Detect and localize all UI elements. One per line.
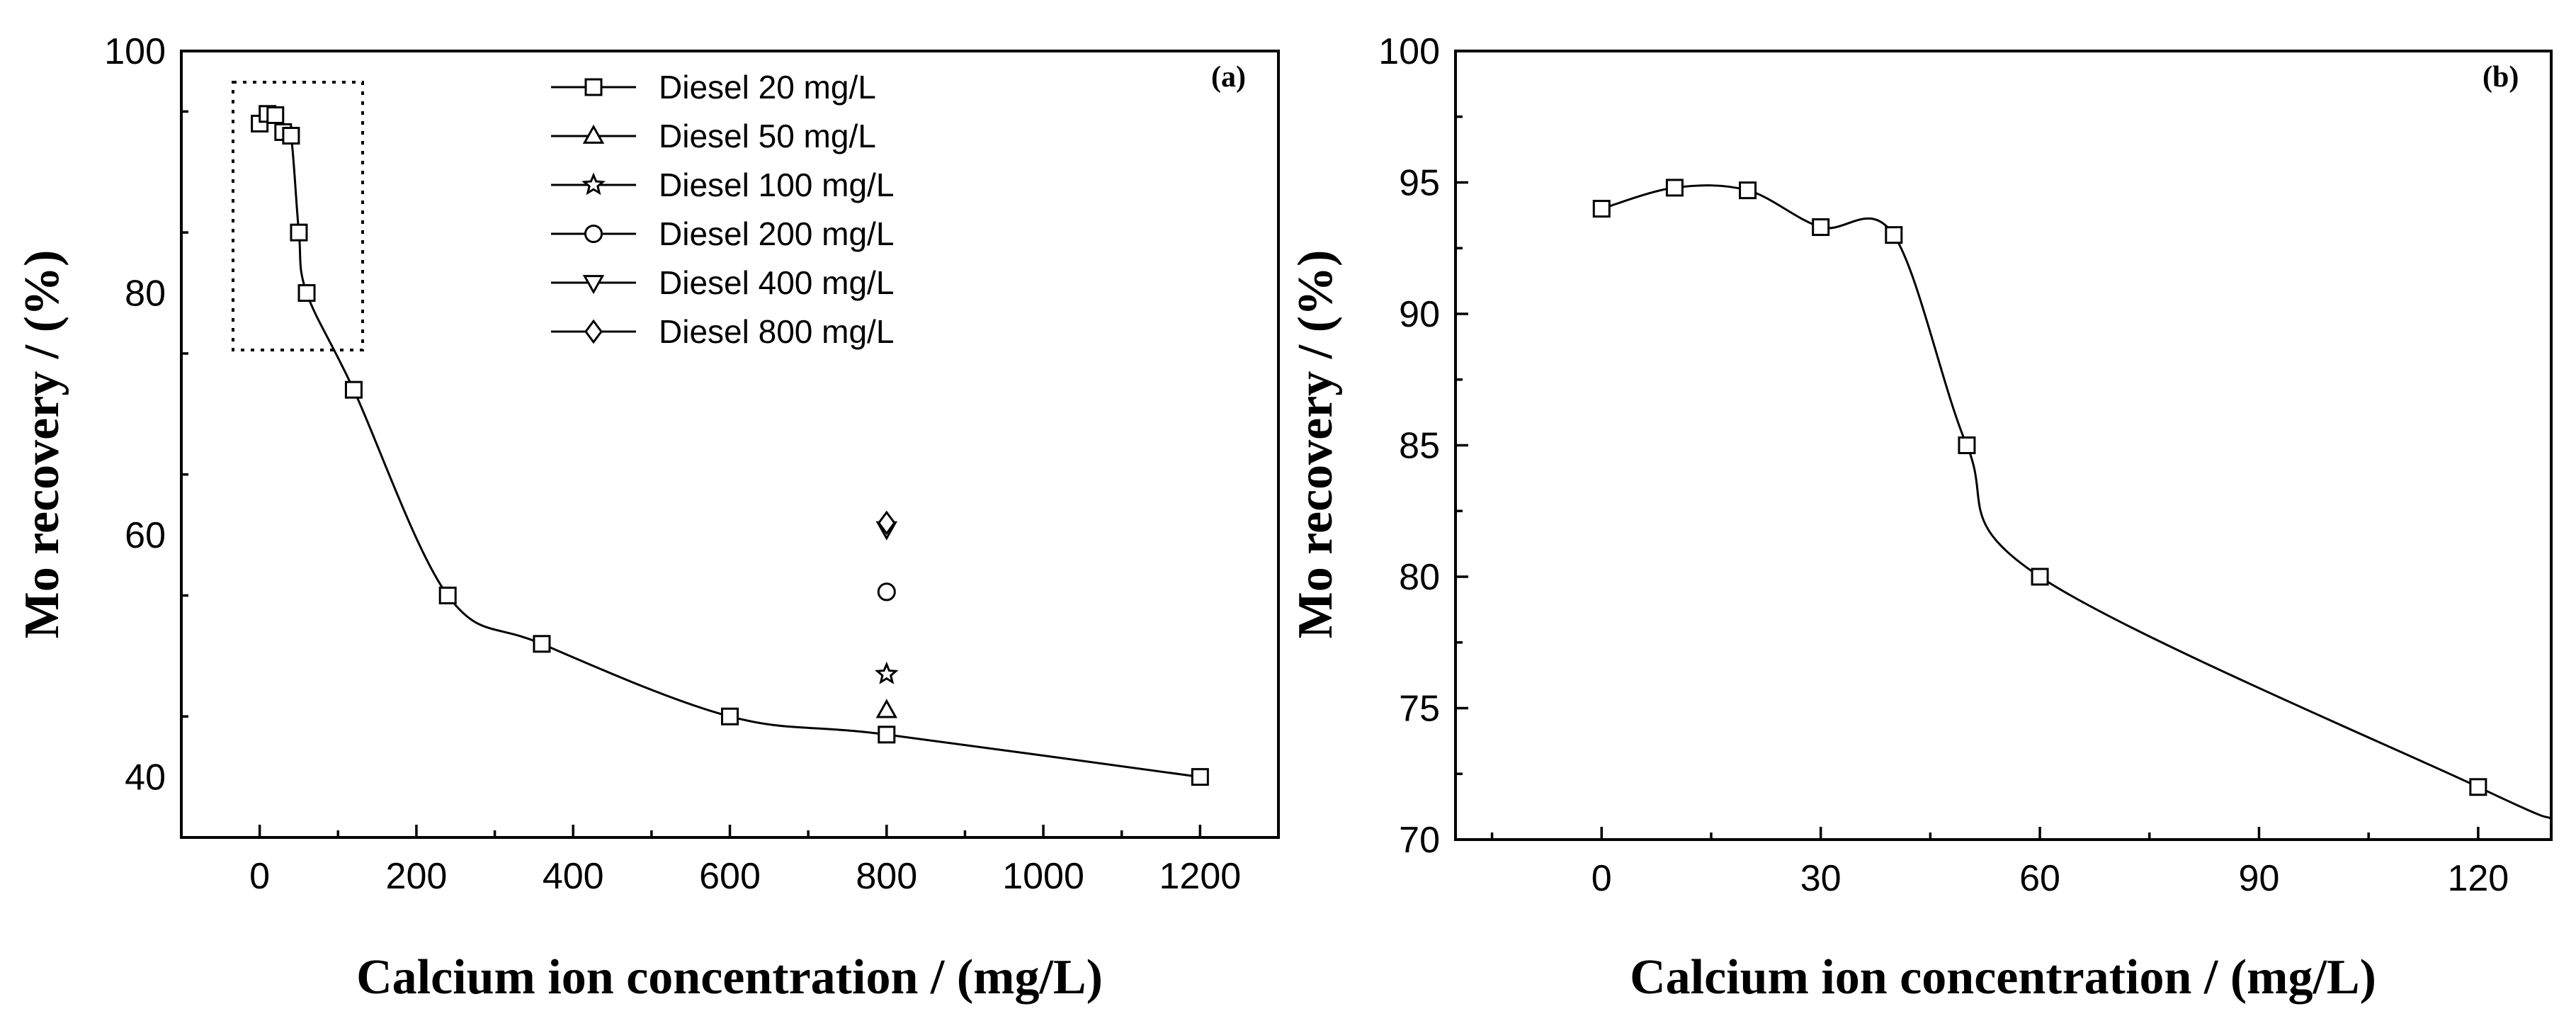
legend-label-diesel-100-mg-l: Diesel 100 mg/L bbox=[659, 166, 894, 203]
panel-b-x-tick-label-90: 90 bbox=[2239, 858, 2280, 899]
panel-b-data-markers bbox=[1592, 179, 2487, 796]
panel-a-y-tick-label-100: 100 bbox=[104, 31, 166, 72]
panel-b-point-diesel-20-mg-l-x10 bbox=[1665, 179, 1684, 197]
panel-b-x-tick-label-30: 30 bbox=[1800, 858, 1842, 899]
panel-b-point-diesel-20-mg-l-x30 bbox=[1812, 218, 1830, 237]
panel-b-chart: 0 30 60 90 120 70 75 80 85 90 95 100 (b) Calcium io… bbox=[1288, 31, 2553, 1005]
panel-b-axis-ticks: 0 30 60 90 120 70 75 80 85 90 95 100 bbox=[1378, 31, 2509, 899]
panel-a-legend: Diesel 20 mg/L Diesel 50 mg/L Diesel 100 m… bbox=[551, 69, 894, 350]
panel-b-point-diesel-20-mg-l-x0 bbox=[1592, 200, 1611, 218]
panel-a-series-diesel-20-curve bbox=[259, 111, 1201, 779]
panel-b-point-diesel-20-mg-l-x120 bbox=[2469, 778, 2487, 796]
panel-a-x-axis-title: Calcium ion concentration / (mg/L) bbox=[356, 950, 1103, 1005]
panel-a-label: (a) bbox=[1211, 61, 1246, 94]
panel-a-y-tick-label-60: 60 bbox=[125, 515, 166, 556]
panel-b-y-axis-title: Mo recovery / (%) bbox=[1288, 250, 1343, 639]
legend-marker-diesel-20-mg-l bbox=[584, 78, 603, 96]
panel-a-x-tick-label-400: 400 bbox=[543, 856, 604, 897]
panel-a-chart: 0 200 400 600 800 1000 1200 40 60 80 100 Diesel 20… bbox=[15, 31, 1280, 1005]
panel-b-series-diesel-20-curve bbox=[1601, 184, 2552, 820]
panel-a-point-diesel-20-mg-l-x360 bbox=[533, 635, 551, 653]
legend-marker-diesel-50-mg-l bbox=[582, 124, 605, 144]
panel-b-y-tick-label-100: 100 bbox=[1378, 31, 1440, 72]
panel-b-point-diesel-20-mg-l-x60 bbox=[2031, 568, 2049, 586]
panel-a-y-axis-title: Mo recovery / (%) bbox=[15, 250, 69, 639]
panel-b-label: (b) bbox=[2483, 61, 2519, 94]
panel-b-y-tick-label-90: 90 bbox=[1399, 294, 1440, 335]
panel-b-y-tick-label-80: 80 bbox=[1399, 557, 1440, 598]
panel-a-point-diesel-20-mg-l-x800 bbox=[878, 726, 896, 744]
panel-b-x-axis-title: Calcium ion concentration / (mg/L) bbox=[1630, 950, 2376, 1005]
legend-label-diesel-200-mg-l: Diesel 200 mg/L bbox=[659, 215, 894, 252]
legend-marker-diesel-100-mg-l bbox=[581, 172, 606, 196]
panel-a-point-diesel-20-mg-l-x50 bbox=[290, 223, 308, 242]
panel-a-point-diesel-20-mg-l-x600 bbox=[721, 707, 739, 726]
panel-b-x-tick-label-60: 60 bbox=[2019, 858, 2060, 899]
panel-b-x-tick-label-0: 0 bbox=[1591, 858, 1612, 899]
legend-label-diesel-50-mg-l: Diesel 50 mg/L bbox=[659, 118, 876, 154]
panel-b-plot-frame bbox=[1454, 50, 2553, 841]
legend-label-diesel-800-mg-l: Diesel 800 mg/L bbox=[659, 313, 894, 350]
panel-a-axis-ticks: 0 200 400 600 800 1000 1200 40 60 80 100 bbox=[104, 31, 1280, 897]
panel-b-y-tick-label-75: 75 bbox=[1399, 689, 1440, 730]
panel-a-point-diesel-800-mg-l-x800 bbox=[877, 510, 896, 536]
panel-a-point-diesel-50-mg-l-x800 bbox=[875, 699, 897, 718]
legend-label-diesel-400-mg-l: Diesel 400 mg/L bbox=[659, 264, 894, 301]
legend-marker-diesel-200-mg-l bbox=[584, 224, 603, 244]
panel-b-y-tick-label-70: 70 bbox=[1399, 820, 1440, 861]
panel-a-point-diesel-20-mg-l-x1200 bbox=[1191, 768, 1209, 786]
panel-a-point-diesel-20-mg-l-x40 bbox=[282, 127, 300, 145]
panel-a-point-diesel-20-mg-l-x20 bbox=[266, 106, 285, 125]
panel-a-point-diesel-20-mg-l-x60 bbox=[297, 284, 316, 303]
panel-a-point-diesel-200-mg-l-x800 bbox=[877, 582, 896, 602]
panel-a-point-diesel-20-mg-l-x120 bbox=[344, 380, 363, 399]
panel-b-y-tick-label-85: 85 bbox=[1399, 426, 1440, 467]
panel-a-point-diesel-20-mg-l-x240 bbox=[438, 586, 457, 604]
legend-marker-diesel-800-mg-l bbox=[584, 319, 603, 344]
panel-a-x-tick-label-1200: 1200 bbox=[1159, 856, 1242, 897]
panel-a-data-markers bbox=[251, 105, 1209, 786]
panel-a-x-tick-label-1000: 1000 bbox=[1002, 856, 1084, 897]
panel-b-x-tick-label-120: 120 bbox=[2447, 858, 2509, 899]
panel-b-point-diesel-20-mg-l-x40 bbox=[1885, 226, 1903, 244]
legend-marker-diesel-400-mg-l bbox=[582, 275, 605, 295]
legend-label-diesel-20-mg-l: Diesel 20 mg/L bbox=[659, 69, 876, 106]
panel-a-y-tick-label-40: 40 bbox=[125, 757, 166, 798]
panel-b-point-diesel-20-mg-l-x50 bbox=[1958, 436, 1976, 454]
panel-a-x-tick-label-600: 600 bbox=[699, 856, 761, 897]
panel-a-x-tick-label-0: 0 bbox=[249, 856, 270, 897]
panel-a-x-tick-label-800: 800 bbox=[856, 856, 917, 897]
panel-b-y-tick-label-95: 95 bbox=[1399, 163, 1440, 204]
panel-a-y-tick-label-80: 80 bbox=[125, 273, 166, 315]
panel-a-x-tick-label-200: 200 bbox=[386, 856, 448, 897]
panel-a-point-diesel-100-mg-l-x800 bbox=[874, 661, 899, 684]
panel-b-point-diesel-20-mg-l-x20 bbox=[1739, 181, 1757, 200]
